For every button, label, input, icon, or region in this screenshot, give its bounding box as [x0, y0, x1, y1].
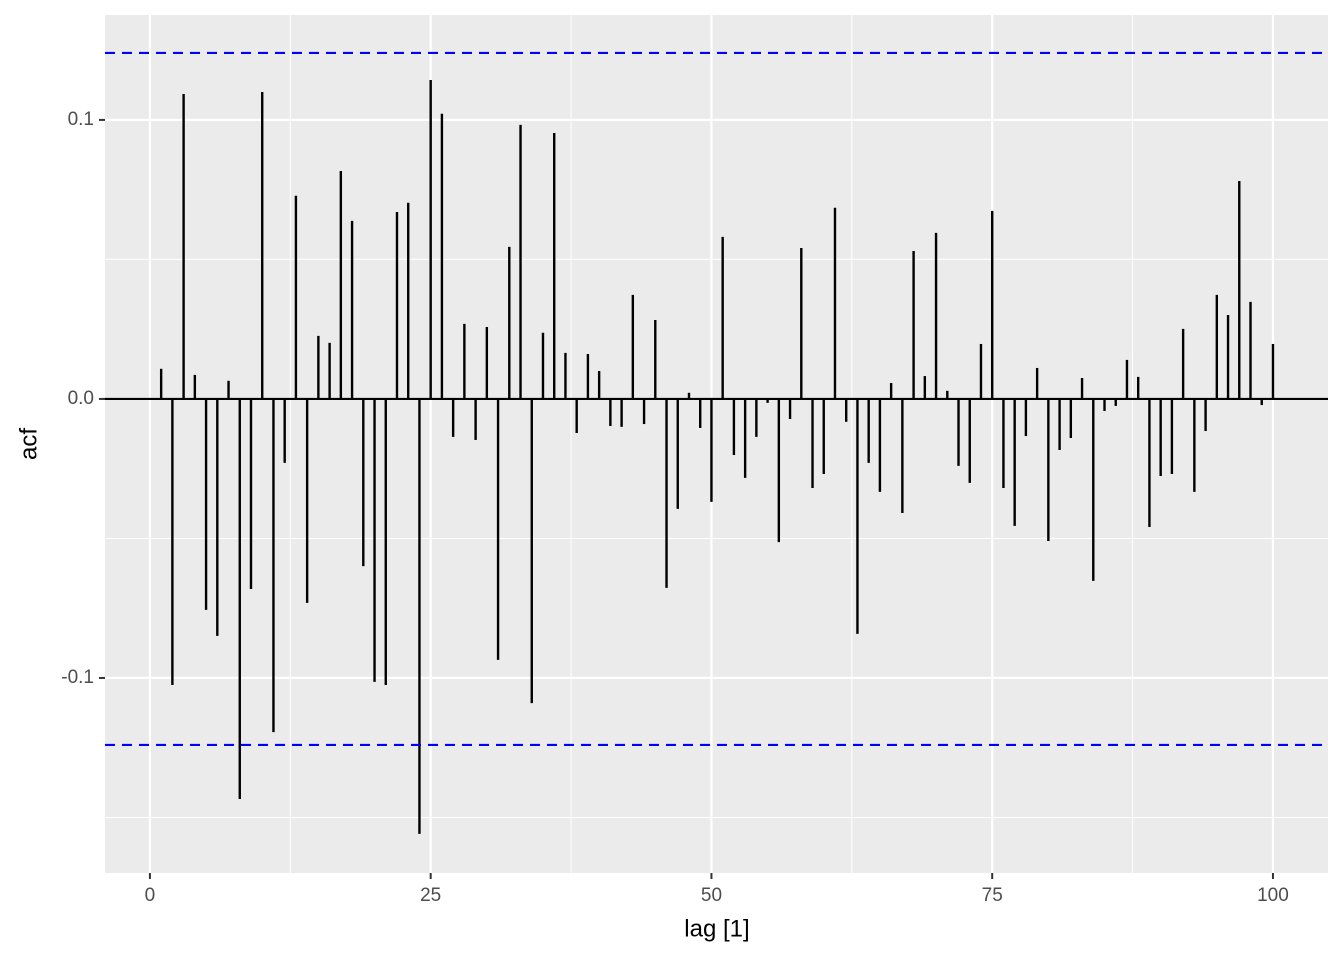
- x-axis-title: lag [1]: [684, 915, 749, 942]
- panel: [105, 15, 1328, 873]
- y-axis-title: acf: [15, 428, 42, 460]
- y-tick-label: 0.0: [68, 388, 94, 409]
- x-tick-label: 75: [982, 885, 1003, 906]
- y-tick-label: -0.1: [61, 667, 94, 688]
- x-tick-label: 50: [701, 885, 722, 906]
- x-tick-label: 25: [420, 885, 441, 906]
- y-tick-label: 0.1: [68, 109, 94, 130]
- x-tick-label: 0: [145, 885, 156, 906]
- x-tick-label: 100: [1257, 885, 1289, 906]
